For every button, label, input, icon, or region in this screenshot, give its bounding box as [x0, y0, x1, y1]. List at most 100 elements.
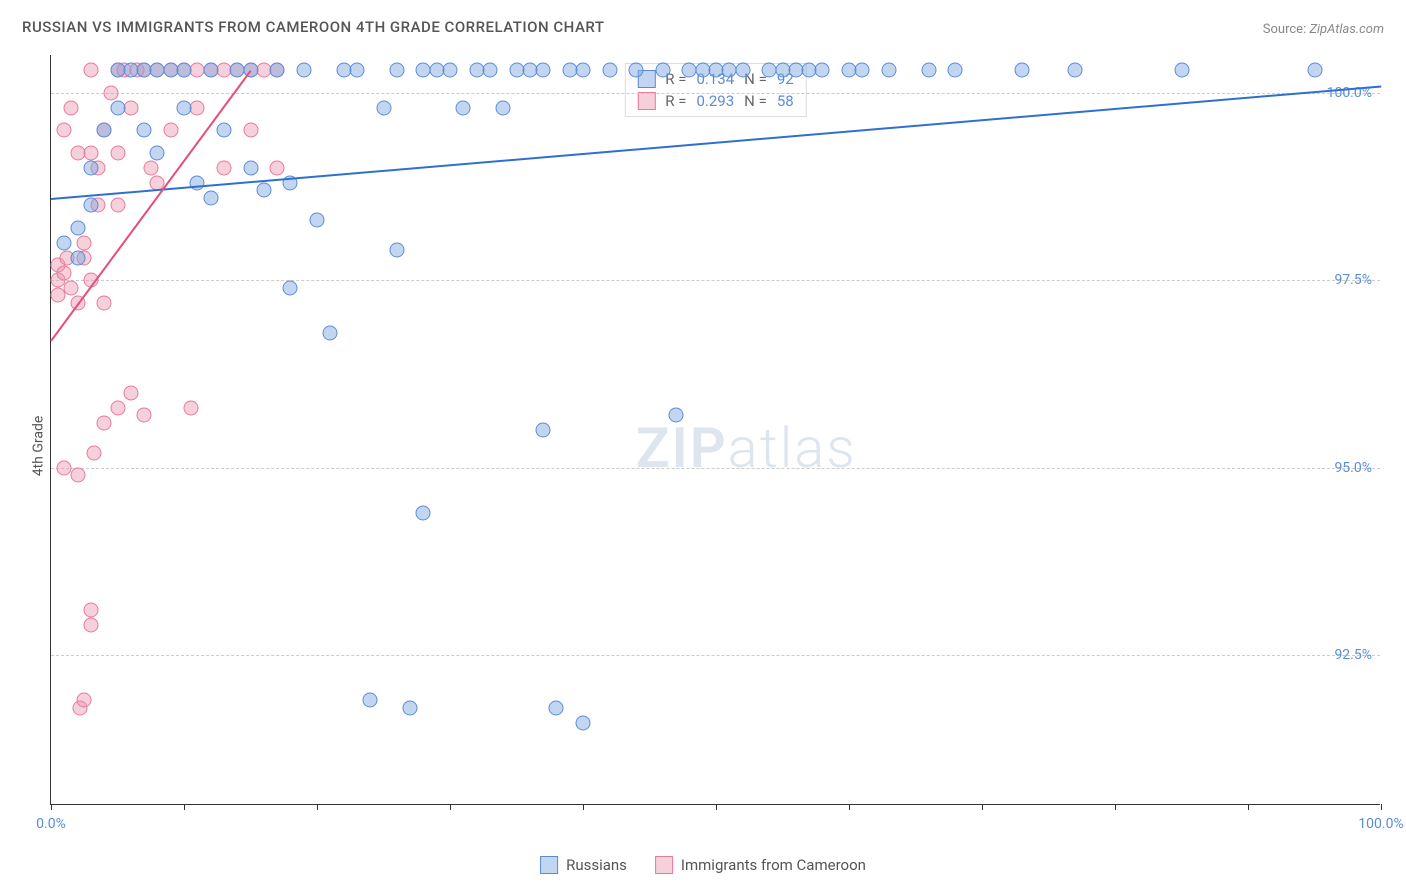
scatter-point [150, 145, 165, 160]
scatter-point [177, 100, 192, 115]
xtick [1248, 804, 1249, 810]
scatter-point [296, 63, 311, 78]
scatter-point [629, 63, 644, 78]
scatter-point [57, 265, 72, 280]
scatter-point [137, 123, 152, 138]
scatter-point [256, 183, 271, 198]
scatter-point [190, 100, 205, 115]
xtick [583, 804, 584, 810]
bottom-legend: Russians Immigrants from Cameroon [540, 856, 866, 874]
scatter-point [70, 250, 85, 265]
scatter-point [403, 700, 418, 715]
xtick [1381, 804, 1382, 810]
scatter-point [110, 198, 125, 213]
scatter-point [123, 100, 138, 115]
scatter-point [270, 160, 285, 175]
scatter-point [735, 63, 750, 78]
source-text: ZipAtlas.com [1309, 22, 1384, 37]
scatter-point [83, 618, 98, 633]
scatter-point [103, 85, 118, 100]
scatter-point [77, 235, 92, 250]
scatter-point [110, 145, 125, 160]
scatter-point [881, 63, 896, 78]
scatter-point [536, 423, 551, 438]
watermark-bold: ZIP [636, 415, 728, 481]
scatter-point [576, 63, 591, 78]
source-prefix: Source: [1263, 22, 1310, 37]
scatter-point [97, 415, 112, 430]
gridline-h [51, 655, 1380, 656]
ytick-label: 92.5% [1334, 647, 1372, 663]
legend-item-cameroon: Immigrants from Cameroon [655, 856, 866, 874]
scatter-point [576, 715, 591, 730]
scatter-point [243, 123, 258, 138]
scatter-point [137, 408, 152, 423]
scatter-point [57, 123, 72, 138]
xtick [849, 804, 850, 810]
trend-line [50, 70, 251, 341]
scatter-point [482, 63, 497, 78]
scatter-point [83, 145, 98, 160]
scatter-point [97, 123, 112, 138]
chart-container: RUSSIAN VS IMMIGRANTS FROM CAMEROON 4TH … [0, 0, 1406, 892]
watermark-light: atlas [728, 415, 857, 481]
legend-swatch-russians [540, 856, 558, 874]
scatter-point [123, 385, 138, 400]
watermark: ZIPatlas [636, 415, 857, 481]
scatter-point [86, 445, 101, 460]
legend-label-russians: Russians [566, 856, 627, 874]
scatter-point [1014, 63, 1029, 78]
scatter-point [443, 63, 458, 78]
scatter-point [416, 505, 431, 520]
gridline-h [51, 93, 1380, 94]
scatter-point [143, 160, 158, 175]
scatter-point [203, 190, 218, 205]
legend-swatch-cameroon [655, 856, 673, 874]
scatter-point [1307, 63, 1322, 78]
scatter-point [83, 160, 98, 175]
scatter-point [669, 408, 684, 423]
scatter-point [323, 325, 338, 340]
scatter-point [283, 280, 298, 295]
scatter-point [77, 693, 92, 708]
plot-area: ZIPatlas R = 0.134 N = 92 R = 0.293 N = … [50, 55, 1380, 805]
stats-swatch-cameroon [637, 92, 655, 110]
xtick [982, 804, 983, 810]
scatter-point [203, 63, 218, 78]
scatter-point [97, 295, 112, 310]
scatter-point [855, 63, 870, 78]
scatter-point [536, 63, 551, 78]
xtick [184, 804, 185, 810]
xtick [1115, 804, 1116, 810]
scatter-point [921, 63, 936, 78]
scatter-point [243, 160, 258, 175]
gridline-h [51, 280, 1380, 281]
chart-title: RUSSIAN VS IMMIGRANTS FROM CAMEROON 4TH … [22, 18, 604, 36]
scatter-point [602, 63, 617, 78]
scatter-point [63, 280, 78, 295]
scatter-point [110, 400, 125, 415]
xtick-label: 100.0% [1358, 816, 1403, 832]
scatter-point [216, 123, 231, 138]
scatter-point [177, 63, 192, 78]
scatter-point [389, 63, 404, 78]
scatter-point [948, 63, 963, 78]
legend-label-cameroon: Immigrants from Cameroon [681, 856, 866, 874]
xtick [317, 804, 318, 810]
ytick-label: 97.5% [1334, 272, 1372, 288]
scatter-point [310, 213, 325, 228]
scatter-point [57, 235, 72, 250]
scatter-point [83, 63, 98, 78]
xtick [716, 804, 717, 810]
scatter-point [63, 100, 78, 115]
stats-n-value-1: 58 [777, 92, 794, 110]
scatter-point [389, 243, 404, 258]
gridline-h [51, 468, 1380, 469]
scatter-point [1068, 63, 1083, 78]
scatter-point [70, 220, 85, 235]
scatter-point [270, 63, 285, 78]
xtick [51, 804, 52, 810]
scatter-point [655, 63, 670, 78]
scatter-point [110, 100, 125, 115]
scatter-point [1174, 63, 1189, 78]
